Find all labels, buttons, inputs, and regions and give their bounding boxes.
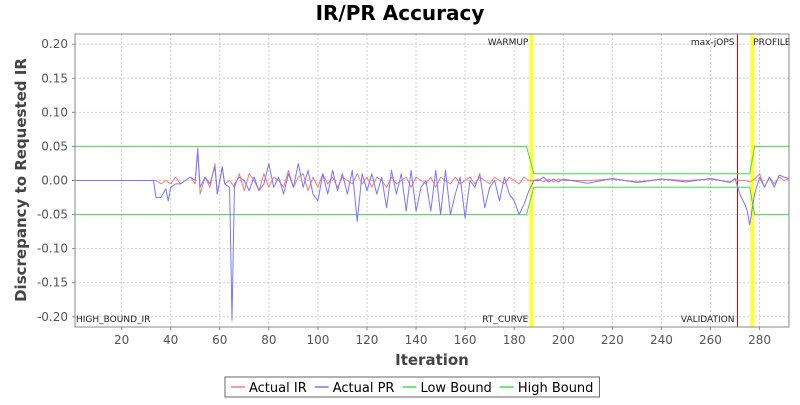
x-tick-label: 20 [114,333,129,347]
legend-label: Actual PR [333,381,395,396]
series-lines [75,145,790,321]
chart-title: IR/PR Accuracy [316,1,485,25]
y-tick-label: 0.15 [41,71,68,85]
series-line-actual-pr [75,149,790,321]
x-tick-label: 120 [356,333,379,347]
phase-markers: WARMUP RT_CURVE max-jOPS VALIDATION PROFILE H… [76,34,791,327]
x-axis-title: Iteration [395,351,469,369]
plot-border [74,33,790,328]
y-tick-label: 0.00 [41,174,68,188]
marker-label: PROFILE [753,38,791,48]
x-tick-label: 140 [405,333,428,347]
x-tick-label: 260 [699,333,722,347]
y-tick-label: -0.05 [37,208,68,222]
x-tick-label: 80 [261,333,276,347]
y-tick-label: -0.15 [37,276,68,290]
x-tick-label: 100 [306,333,329,347]
axes: 20 40 60 80 100 120 140 160 180 200 220 240 260 280 0.… [37,33,790,347]
legend: Actual IR Actual PR Low Bound High Bound [224,376,600,398]
x-tick-label: 160 [454,333,477,347]
x-tick-label: 280 [748,333,771,347]
y-tick-label: 0.20 [41,37,68,51]
series-line-high-bound [75,145,789,175]
y-axis-title: Discrepancy to Requested IR [12,58,30,302]
marker-label: max-jOPS [691,38,735,48]
marker-label: VALIDATION [681,315,735,325]
y-tick-label: -0.20 [37,310,68,324]
marker-label: WARMUP [488,38,529,48]
x-tick-label: 60 [212,333,227,347]
marker-label: RT_CURVE [482,315,528,325]
y-tick-label: 0.10 [41,105,68,119]
marker-label: HIGH_BOUND_IR [76,315,150,325]
x-tick-label: 220 [601,333,624,347]
legend-label: Actual IR [249,381,307,396]
x-tick-label: 40 [163,333,178,347]
y-tick-label: 0.05 [41,139,68,153]
x-tick-label: 200 [552,333,575,347]
legend-label: High Bound [518,381,594,396]
y-tick-label: -0.10 [37,242,68,256]
x-tick-label: 240 [650,333,673,347]
legend-label: Low Bound [420,381,491,396]
x-tick-label: 180 [503,333,526,347]
